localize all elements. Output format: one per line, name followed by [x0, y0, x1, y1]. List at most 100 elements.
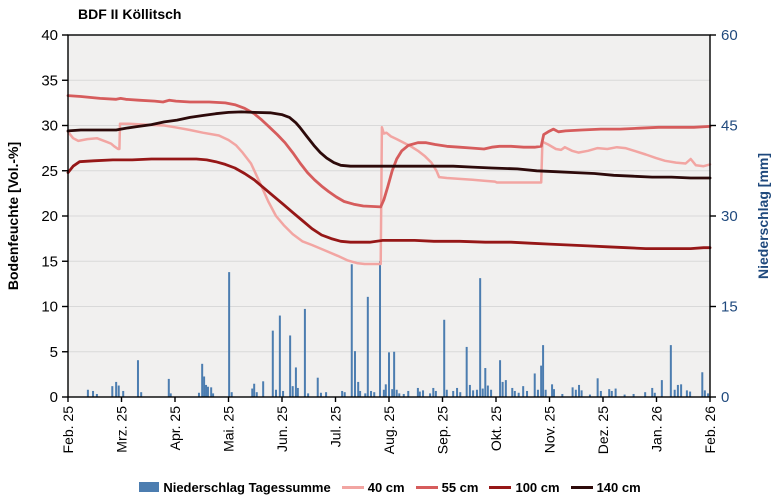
- precip-bar: [418, 391, 421, 397]
- legend-label: 40 cm: [367, 479, 405, 495]
- precip-bar: [479, 278, 482, 397]
- precip-bar: [685, 390, 688, 397]
- precip-bar: [117, 385, 120, 397]
- precip-bar: [136, 360, 139, 397]
- precip-bar: [432, 387, 435, 397]
- precip-bar: [253, 383, 256, 397]
- y-left-tick-label: 35: [41, 72, 58, 89]
- line-55cm: [66, 94, 712, 209]
- precip-bar: [475, 389, 478, 397]
- precip-bar: [275, 389, 278, 397]
- precip-bar: [465, 346, 468, 397]
- precip-bar: [707, 393, 710, 397]
- legend-line-swatch: [415, 485, 438, 489]
- precip-bar: [402, 393, 405, 397]
- precip-bar: [429, 393, 432, 397]
- y-right-tick-label: 45: [721, 118, 738, 135]
- precip-bar: [357, 381, 360, 397]
- legend-label: Niederschlag Tagessumme: [163, 479, 331, 495]
- precip-bar: [366, 296, 369, 397]
- precip-bar: [230, 392, 233, 397]
- precip-bar: [588, 394, 591, 397]
- y-left-tick-label: 30: [41, 118, 58, 135]
- legend-item-55-cm: 55 cm: [415, 480, 478, 495]
- x-tick-label: Jun. 25: [274, 406, 290, 452]
- precip-bar: [578, 384, 581, 397]
- precip-bar: [459, 392, 462, 397]
- precip-bar: [271, 330, 274, 397]
- precip-bar: [228, 272, 231, 397]
- legend-label: 140 cm: [596, 479, 641, 495]
- precip-bar: [499, 360, 502, 397]
- x-tick-label: Jul. 25: [328, 406, 344, 447]
- precip-bar: [303, 308, 306, 397]
- precip-bar: [210, 387, 213, 397]
- y-left-tick-label: 15: [41, 253, 58, 270]
- precip-bar: [504, 380, 507, 397]
- precip-bar: [122, 390, 125, 397]
- precip-bar: [552, 389, 555, 397]
- precip-bar: [689, 391, 692, 397]
- line-100cm: [66, 157, 712, 251]
- precip-bar: [294, 367, 297, 397]
- precip-bar: [86, 389, 89, 397]
- precip-bar: [92, 390, 95, 397]
- precip-bar: [167, 378, 170, 397]
- x-tick-label: Feb. 25: [60, 406, 76, 454]
- precip-bar: [212, 393, 215, 397]
- legend-item-100-cm: 100 cm: [489, 479, 560, 495]
- precip-bar: [513, 390, 516, 397]
- precip-bar: [484, 368, 487, 397]
- precip-bar: [580, 390, 583, 397]
- precip-bar: [393, 351, 396, 397]
- precip-bar: [282, 390, 285, 397]
- precip-bar: [660, 380, 663, 397]
- precip-bar: [296, 387, 299, 397]
- precip-bar: [522, 386, 525, 397]
- precip-bar: [169, 393, 172, 397]
- precip-bar: [434, 390, 437, 397]
- precip-bar: [205, 384, 208, 397]
- legend-item-niederschlag-tagessumme: Niederschlag Tagessumme: [139, 479, 331, 495]
- precip-bar: [95, 393, 98, 397]
- y-right-tick-label: 15: [721, 299, 738, 316]
- precip-bar: [307, 393, 310, 397]
- precip-bar: [278, 315, 281, 397]
- precip-bar: [140, 392, 143, 397]
- precip-bar: [651, 387, 654, 397]
- precip-bar: [382, 389, 385, 397]
- precip-bar: [614, 388, 617, 397]
- y-right-tick-label: 30: [721, 208, 738, 225]
- x-tick-label: Apr. 25: [167, 406, 183, 451]
- precip-bar: [319, 392, 322, 397]
- y-left-tick-label: 40: [41, 27, 58, 44]
- precip-bar: [316, 377, 319, 397]
- precip-bar: [291, 386, 294, 397]
- precip-bar: [359, 390, 362, 397]
- precip-bar: [197, 392, 200, 397]
- legend-label: 100 cm: [515, 479, 560, 495]
- precip-bar: [680, 384, 683, 397]
- precip-bar: [544, 389, 547, 397]
- x-tick-label: Feb. 26: [702, 406, 718, 454]
- precip-bar: [251, 388, 254, 397]
- precip-bar: [540, 365, 543, 397]
- x-tick-label: Mrz. 25: [114, 406, 130, 453]
- precip-bar: [599, 390, 602, 397]
- legend-bar-swatch: [139, 482, 160, 492]
- precip-bar: [701, 372, 704, 397]
- precip-bar: [623, 394, 626, 397]
- precip-bar: [370, 390, 373, 397]
- precip-bar: [542, 345, 545, 397]
- precip-bar: [526, 390, 529, 397]
- precip-bar: [379, 261, 382, 397]
- legend-line-swatch: [489, 485, 512, 489]
- precip-bar: [353, 351, 356, 397]
- precip-bar: [364, 393, 367, 397]
- precip-bar: [533, 373, 536, 397]
- legend: Niederschlag Tagessumme 40 cm 55 cm 100 cm 1…: [0, 475, 780, 499]
- y-right-tick-label: 0: [721, 389, 729, 406]
- precip-bar: [203, 376, 206, 397]
- precip-bar: [407, 390, 410, 397]
- x-tick-label: Jan. 26: [649, 406, 665, 452]
